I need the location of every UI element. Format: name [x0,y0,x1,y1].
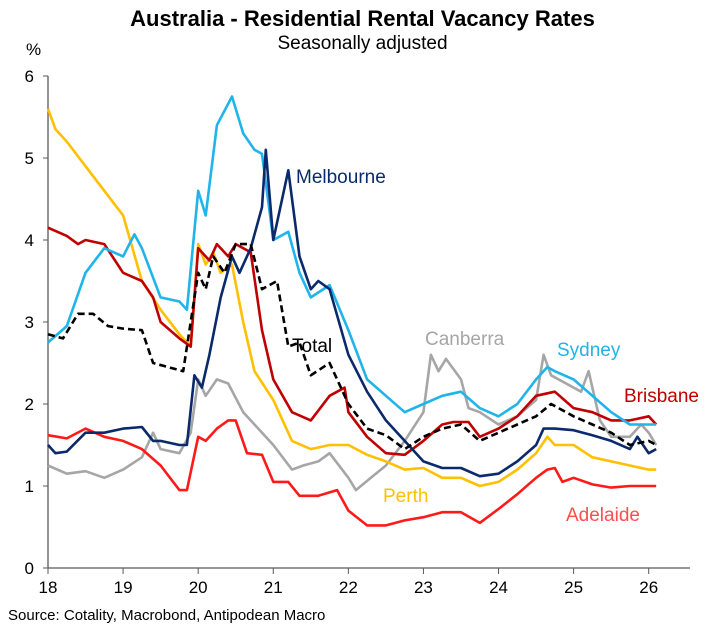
series-line-canberra [47,353,658,492]
x-tick-label: 20 [189,578,208,597]
y-axis-label: % [26,40,41,59]
series-line-melbourne [47,148,657,478]
series-line-total [47,242,657,451]
y-tick-label: 3 [25,313,34,332]
chart-subtitle: Seasonally adjusted [277,33,448,54]
y-tick-label: 2 [25,395,34,414]
x-tick-label: 24 [489,578,508,597]
source-note: Source: Cotality, Macrobond, Antipodean … [8,607,326,624]
chart-title: Australia - Residential Rental Vacancy R… [130,6,595,31]
x-tick-label: 18 [39,578,58,597]
y-tick-label: 1 [25,477,34,496]
series-line-adelaide [47,419,657,527]
series-label-sydney: Sydney [557,340,621,361]
x-tick-label: 25 [564,578,583,597]
y-tick-label: 0 [25,559,34,578]
series-label-total: Total [292,336,332,357]
series-label-perth: Perth [383,486,428,507]
x-tick-label: 23 [414,578,433,597]
y-tick-label: 6 [25,67,34,86]
series-label-melbourne: Melbourne [296,167,386,188]
y-tick-label: 4 [25,231,34,250]
x-tick-label: 26 [639,578,658,597]
series-line-brisbane [47,226,658,457]
x-tick-label: 19 [114,578,133,597]
y-tick-label: 5 [25,149,34,168]
series-label-canberra: Canberra [425,329,505,350]
x-tick-label: 22 [339,578,358,597]
series-label-adelaide: Adelaide [566,505,640,526]
series-label-brisbane: Brisbane [624,386,699,407]
series-line-sydney [47,95,657,426]
x-tick-label: 21 [264,578,283,597]
